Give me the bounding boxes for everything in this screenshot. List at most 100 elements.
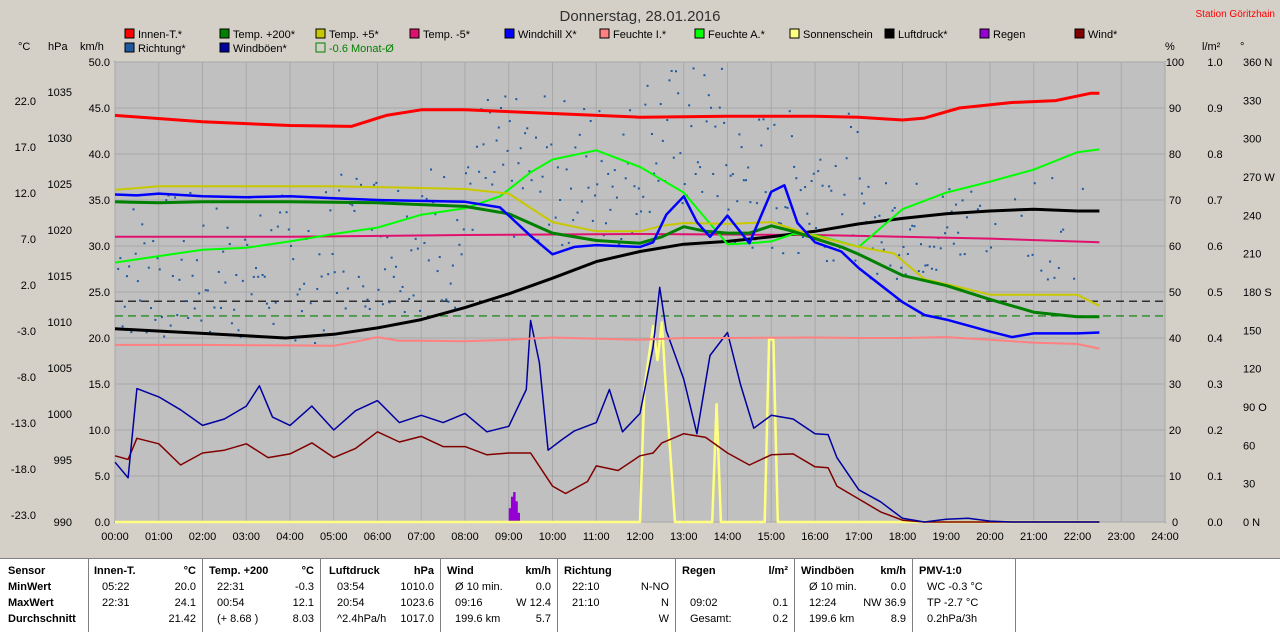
direction-point [182, 240, 185, 243]
direction-point [661, 139, 664, 142]
direction-point [169, 324, 172, 327]
direction-point [561, 243, 564, 246]
direction-point [438, 256, 441, 259]
legend-label: Innen-T.* [138, 29, 183, 41]
series-line-temp-200 [114, 200, 1100, 319]
stats-row: 199.6 km 5.7 [443, 611, 557, 627]
rain-tick-label: 0.0 [1207, 517, 1222, 529]
direction-point [946, 226, 949, 229]
temp-tick-label: -8.0 [17, 372, 36, 384]
direction-point [237, 329, 240, 332]
direction-point [1049, 260, 1052, 263]
direction-point [786, 206, 789, 209]
row-label-sensor: Sensor [8, 565, 46, 577]
time-tick-label: 03:00 [232, 531, 260, 543]
legend-swatch [219, 42, 230, 53]
direction-tick-label: 60 [1243, 440, 1255, 452]
direction-point [178, 278, 181, 281]
stat-label: 21:10 [572, 597, 600, 609]
series-line-temp-5 [115, 233, 1100, 244]
direction-point [742, 179, 745, 182]
rain-tick-label: 0.6 [1207, 241, 1222, 253]
time-tick-label: 06:00 [364, 531, 392, 543]
direction-point [580, 200, 583, 203]
legend-label: Luftdruck* [898, 29, 948, 41]
direction-point [460, 253, 463, 256]
direction-point [1062, 228, 1065, 231]
direction-tick-label: 210 [1243, 249, 1261, 261]
stats-divider [557, 559, 558, 632]
stat-value: 1023.6 [400, 597, 434, 609]
direction-point [777, 222, 780, 225]
stat-value: 0.2 [772, 613, 788, 625]
legend-label: Richtung* [138, 43, 186, 55]
direction-point [609, 208, 612, 211]
stats-row: 21.42 [90, 611, 202, 627]
legend-swatch [124, 42, 135, 53]
direction-point [863, 202, 866, 205]
direction-point [762, 118, 765, 121]
direction-point [740, 146, 743, 149]
stat-value: 0.0 [535, 581, 551, 593]
direction-point [644, 103, 647, 106]
direction-point [690, 125, 693, 128]
stat-label: 00:54 [217, 597, 245, 609]
direction-point [265, 302, 268, 305]
stat-value: 1017.0 [400, 613, 434, 625]
direction-point [377, 288, 380, 291]
stat-label: 199.6 km [809, 613, 855, 625]
direction-point [541, 175, 544, 178]
direction-tick-label: 0 N [1243, 517, 1260, 529]
stat-label: 12:24 [809, 597, 837, 609]
direction-point [917, 270, 920, 273]
direction-point [731, 173, 734, 176]
direction-point [515, 98, 518, 101]
direction-point [876, 272, 879, 275]
stat-value: 12.1 [292, 597, 314, 609]
direction-point [368, 307, 371, 310]
rain-tick-label: 0.3 [1207, 379, 1222, 391]
rain-bar [510, 496, 514, 522]
direction-point [915, 182, 918, 185]
direction-point [287, 228, 290, 231]
time-tick-label: 23:00 [1107, 531, 1135, 543]
direction-point [139, 299, 142, 302]
legend-label: Feuchte I.* [613, 29, 667, 41]
temp-axis-unit: °C [18, 41, 30, 53]
direction-point [521, 187, 524, 190]
direction-point [300, 310, 303, 313]
direction-point [626, 162, 629, 165]
stats-row: 09:16 W 12.4 [443, 595, 557, 611]
stats-row: TP -2.7 °C [915, 595, 1015, 611]
direction-point [707, 94, 710, 97]
direction-point [854, 259, 857, 262]
direction-point [537, 239, 540, 242]
direction-point [574, 146, 577, 149]
direction-point [217, 270, 220, 273]
rain-axis-unit: l/m² [1202, 41, 1221, 53]
direction-point [456, 219, 459, 222]
direction-point [850, 125, 852, 128]
direction-point [152, 240, 155, 243]
direction-point [933, 245, 936, 248]
direction-point [880, 241, 883, 244]
weather-chart: Donnerstag, 28.01.2016 Station Göritzhain… [11, 8, 1275, 543]
direction-point [419, 309, 422, 312]
direction-point [416, 247, 419, 250]
direction-point [370, 228, 373, 231]
stats-section: PMV-1:0 WC -0.3 °C TP -2.7 °C 0.2hPa/3h [915, 563, 1015, 627]
direction-point [994, 223, 997, 226]
direction-point [230, 322, 233, 325]
section-title: Windböen [801, 565, 855, 577]
direction-point [771, 246, 774, 249]
stat-label: (+ 8.68 ) [217, 613, 259, 625]
direction-point [637, 187, 640, 190]
direction-point [386, 236, 389, 239]
stat-value: 8.03 [292, 613, 314, 625]
direction-point [679, 152, 682, 155]
time-tick-label: 12:00 [626, 531, 654, 543]
pressure-tick-label: 1025 [48, 179, 72, 191]
direction-point [508, 120, 511, 123]
direction-point [180, 258, 183, 261]
direction-point [482, 143, 485, 146]
